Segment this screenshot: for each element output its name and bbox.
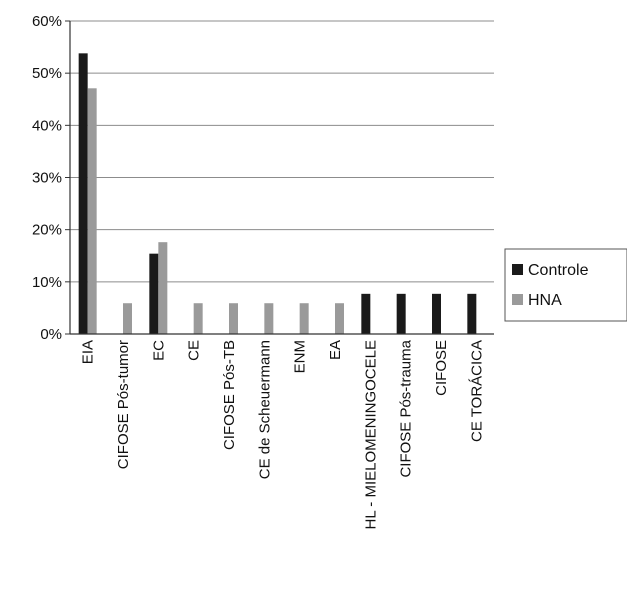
y-tick-label: 60% bbox=[32, 13, 62, 30]
y-tick-label: 50% bbox=[32, 65, 62, 82]
bar-hna bbox=[229, 303, 238, 334]
x-tick-label: EA bbox=[327, 340, 344, 360]
bars bbox=[78, 53, 477, 335]
axes bbox=[65, 20, 494, 335]
x-tick-label: CE bbox=[186, 340, 203, 361]
y-tick-label: 30% bbox=[32, 170, 62, 187]
bar-controle bbox=[396, 293, 406, 334]
x-tick-label: CIFOSE Pós-tumor bbox=[115, 340, 132, 469]
x-tick-label: ENM bbox=[292, 340, 309, 373]
bar-hna bbox=[123, 303, 132, 334]
legend: Controle HNA bbox=[504, 248, 627, 322]
x-tick-label: CIFOSE bbox=[433, 340, 450, 396]
bar-hna bbox=[87, 88, 97, 334]
legend-swatch-hna bbox=[512, 294, 523, 305]
y-tick-label: 20% bbox=[32, 222, 62, 239]
y-tick-label: 10% bbox=[32, 274, 62, 291]
legend-swatch-controle bbox=[512, 264, 523, 275]
x-tick-label: EIA bbox=[80, 340, 97, 364]
bar-hna bbox=[299, 303, 309, 334]
x-tick-label: HL - MIELOMENINGOCELE bbox=[362, 340, 379, 529]
legend-label-controle: Controle bbox=[528, 262, 589, 279]
x-tick-labels: EIA CIFOSE Pós-tumor EC CE CIFOSE Pós-TB CE d… bbox=[80, 339, 486, 529]
bar-hna bbox=[264, 303, 274, 334]
x-tick-label: EC bbox=[150, 340, 167, 361]
y-tick-label: 40% bbox=[32, 117, 62, 134]
x-tick-label: CE TORÁCICA bbox=[468, 340, 485, 442]
x-tick-label: CIFOSE Pós-TB bbox=[221, 340, 238, 450]
bar-controle bbox=[432, 293, 441, 334]
y-tick-label: 0% bbox=[40, 326, 62, 343]
bar-controle bbox=[467, 293, 477, 334]
legend-label-hna: HNA bbox=[528, 292, 562, 309]
x-tick-label: CE de Scheuermann bbox=[256, 340, 273, 479]
gridlines bbox=[70, 20, 494, 283]
legend-box bbox=[504, 248, 627, 322]
bar-controle bbox=[149, 253, 159, 334]
bar-controle bbox=[361, 293, 371, 334]
bar-hna bbox=[193, 303, 203, 334]
bar-hna bbox=[335, 303, 344, 334]
bar-hna bbox=[158, 242, 168, 334]
y-tick-labels: 0% 10% 20% 30% 40% 50% 60% bbox=[32, 13, 62, 343]
x-tick-label: CIFOSE Pós-trauma bbox=[398, 339, 415, 477]
bar-controle bbox=[78, 53, 88, 335]
